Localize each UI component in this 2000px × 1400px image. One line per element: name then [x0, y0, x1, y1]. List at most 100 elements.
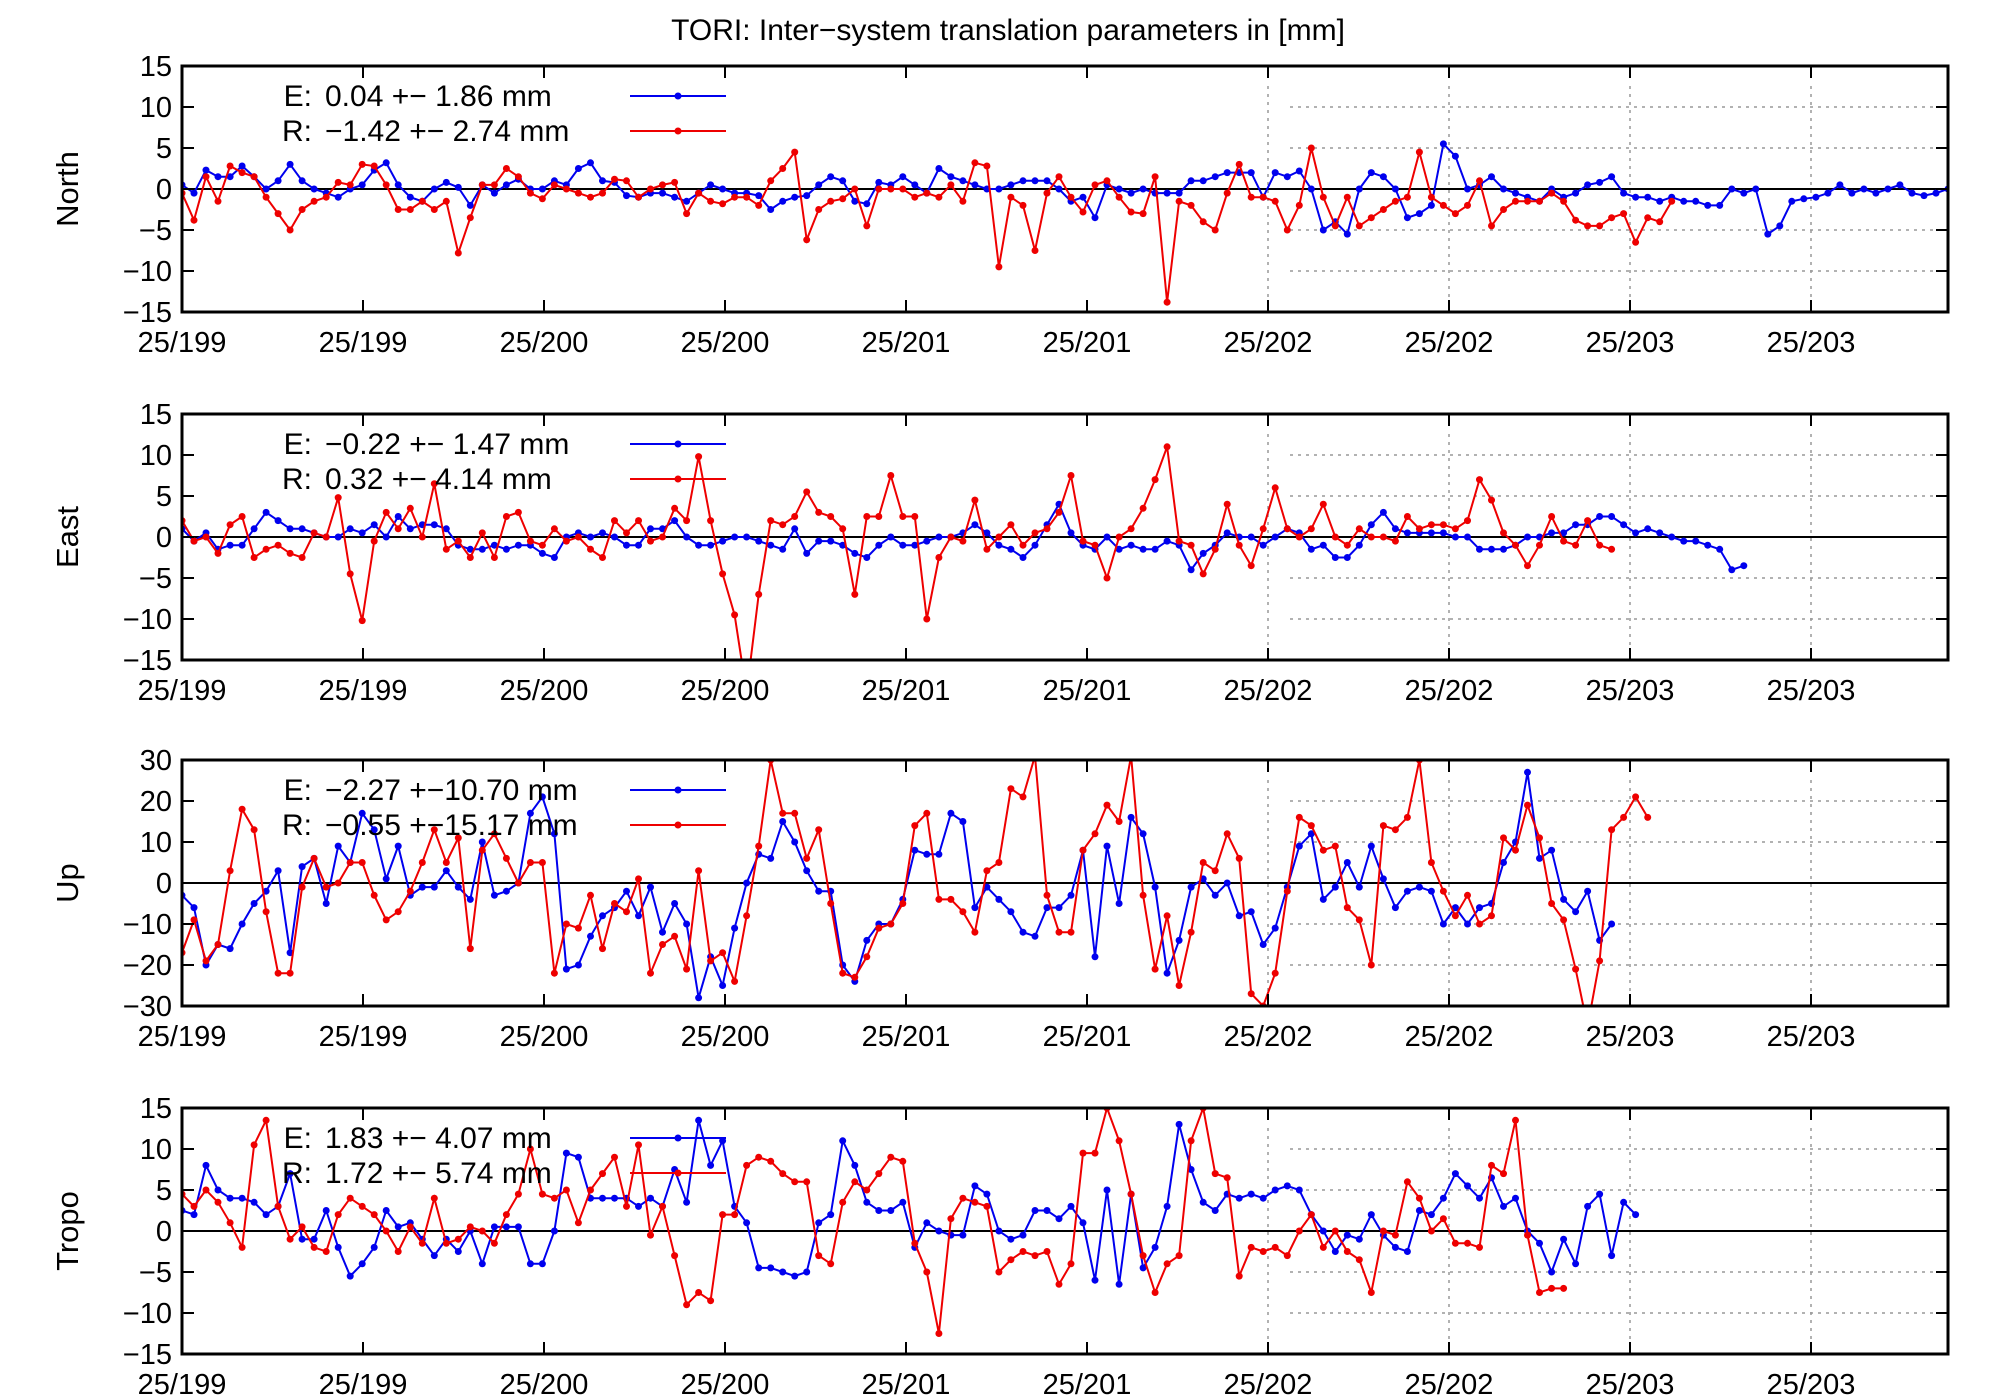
data-point-E — [1259, 541, 1267, 549]
data-point-R — [1668, 197, 1676, 205]
y-tick-label: −10 — [123, 909, 172, 941]
data-point-R — [1139, 504, 1147, 512]
data-point-R — [1283, 887, 1291, 895]
data-point-E — [779, 197, 787, 205]
data-point-E — [442, 867, 450, 875]
data-point-R — [574, 189, 582, 197]
data-point-R — [358, 1202, 366, 1210]
data-point-E — [1067, 1202, 1075, 1210]
x-tick-label: 25/202 — [1405, 1021, 1494, 1053]
data-point-R — [1307, 525, 1315, 533]
data-point-E — [574, 165, 582, 172]
data-point-R — [1319, 846, 1327, 854]
data-point-E — [1427, 201, 1435, 209]
data-point-E — [659, 189, 666, 197]
data-point-E — [1512, 1194, 1519, 1202]
data-point-E — [1151, 545, 1159, 553]
legend-text: 0.04 +− 1.86 mm — [325, 80, 552, 113]
data-point-E — [683, 1198, 691, 1206]
data-point-R — [1548, 513, 1556, 520]
data-point-E — [791, 838, 799, 846]
data-point-E — [514, 1223, 522, 1231]
data-point-E — [911, 541, 919, 549]
data-point-E — [1043, 904, 1051, 912]
data-point-E — [1608, 1252, 1616, 1260]
data-point-R — [1223, 500, 1231, 508]
data-point-R — [262, 908, 270, 916]
data-point-R — [490, 1239, 498, 1247]
data-point-E — [1403, 887, 1411, 895]
data-point-R — [1379, 1227, 1387, 1235]
data-point-E — [1031, 541, 1039, 549]
data-point-E — [1163, 537, 1171, 545]
data-point-R — [1560, 197, 1568, 205]
x-tick-label: 25/199 — [319, 1369, 408, 1400]
x-tick-label: 25/201 — [862, 675, 951, 707]
plot-area — [182, 1108, 1640, 1337]
data-point-E — [1464, 920, 1471, 928]
legend-swatch-point — [674, 1134, 682, 1142]
data-point-R — [707, 197, 715, 205]
data-point-R — [1115, 818, 1123, 825]
data-point-E — [1620, 521, 1628, 529]
data-point-E — [382, 875, 390, 883]
data-point-R — [683, 210, 691, 218]
x-tick-label: 25/203 — [1767, 1369, 1856, 1400]
x-tick-label: 25/202 — [1405, 327, 1494, 359]
data-point-R — [683, 965, 691, 973]
data-point-R — [1127, 525, 1135, 533]
data-point-R — [1427, 521, 1435, 529]
data-point-E — [238, 920, 246, 928]
data-point-R — [1115, 193, 1123, 201]
data-point-R — [1476, 476, 1483, 484]
x-tick-label: 25/199 — [319, 675, 408, 707]
data-point-R — [1199, 859, 1207, 866]
data-point-E — [815, 1219, 823, 1227]
data-point-E — [490, 541, 498, 549]
data-point-R — [911, 193, 919, 201]
data-point-R — [779, 165, 787, 172]
data-point-R — [514, 879, 522, 887]
data-point-R — [490, 554, 498, 561]
data-point-E — [454, 1248, 462, 1255]
data-point-E — [623, 192, 630, 200]
data-point-R — [310, 529, 318, 537]
data-point-E — [707, 541, 715, 549]
data-point-R — [1476, 920, 1483, 928]
x-tick-label: 25/203 — [1767, 675, 1856, 707]
data-point-R — [430, 206, 438, 213]
data-point-E — [1451, 152, 1459, 160]
data-point-E — [394, 181, 402, 189]
data-point-R — [839, 525, 847, 533]
data-point-R — [574, 1219, 582, 1227]
data-point-R — [719, 200, 727, 208]
data-point-R — [611, 517, 618, 525]
data-point-R — [202, 957, 210, 965]
data-point-E — [346, 525, 354, 533]
data-point-E — [1211, 173, 1219, 181]
data-point-R — [1211, 867, 1219, 875]
data-point-R — [1331, 533, 1339, 541]
data-point-E — [611, 533, 618, 541]
data-point-R — [707, 517, 715, 525]
data-point-R — [647, 969, 654, 977]
legend-swatch-point — [674, 127, 682, 135]
data-point-R — [1151, 476, 1159, 484]
data-point-E — [1055, 185, 1063, 193]
data-point-R — [1223, 1174, 1231, 1182]
data-point-E — [659, 928, 666, 936]
data-point-R — [935, 1330, 943, 1337]
data-point-E — [1391, 525, 1399, 533]
data-point-R — [887, 1153, 895, 1161]
data-point-E — [1680, 537, 1688, 545]
data-point-R — [1271, 1243, 1279, 1251]
data-point-R — [719, 949, 727, 957]
data-point-E — [346, 1272, 354, 1280]
legend-text: −1.42 +− 2.74 mm — [325, 115, 569, 148]
data-point-R — [875, 924, 883, 932]
data-point-E — [1295, 167, 1303, 175]
data-point-E — [1560, 529, 1568, 537]
data-point-R — [1199, 218, 1207, 226]
